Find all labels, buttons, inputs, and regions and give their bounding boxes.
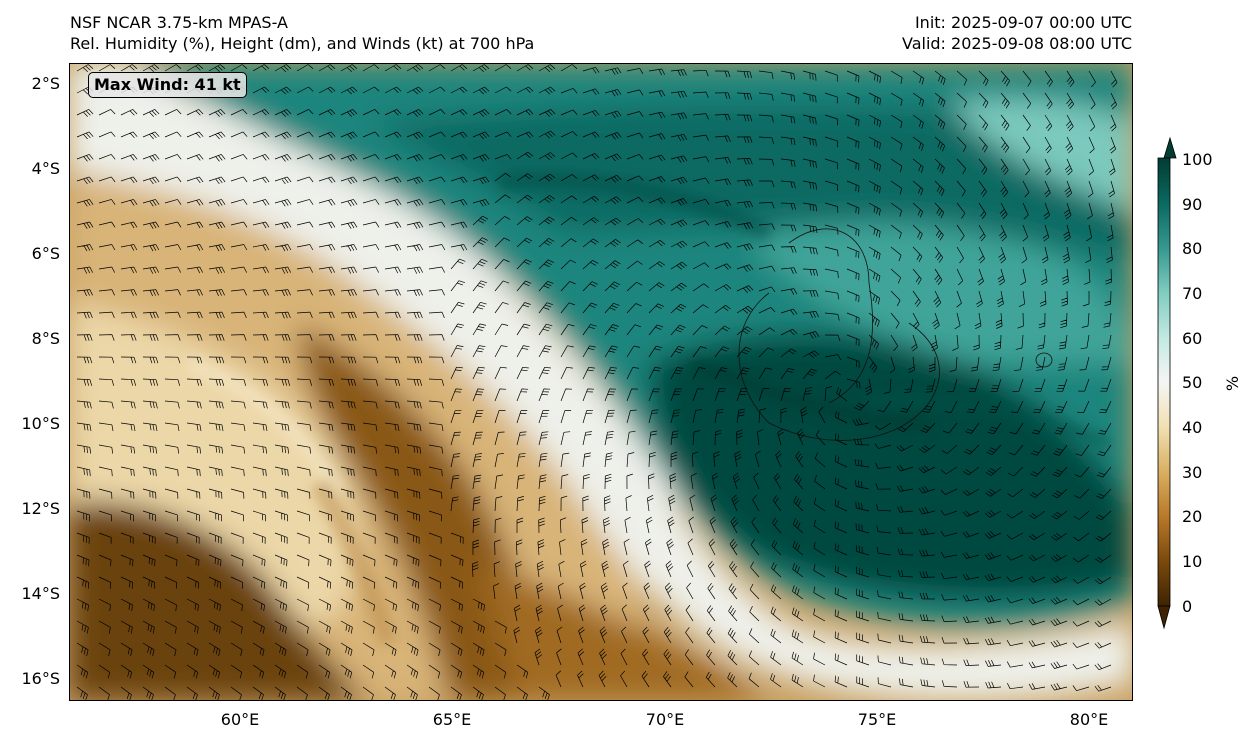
colorbar-tick: 70 bbox=[1182, 284, 1203, 303]
lat-tick: 16°S bbox=[21, 669, 60, 688]
lon-tick: 65°E bbox=[432, 710, 472, 729]
colorbar-tick: 90 bbox=[1182, 195, 1203, 214]
lon-tick: 80°E bbox=[1069, 710, 1109, 729]
colorbar-units: % bbox=[1223, 375, 1243, 392]
humidity-field bbox=[69, 63, 1133, 701]
lat-tick: 2°S bbox=[31, 74, 60, 93]
colorbar-tick: 30 bbox=[1182, 463, 1203, 482]
colorbar bbox=[1156, 136, 1246, 630]
colorbar-tick: 80 bbox=[1182, 239, 1203, 258]
lon-tick: 75°E bbox=[857, 710, 897, 729]
colorbar-tick: 40 bbox=[1182, 418, 1203, 437]
colorbar-tick: 10 bbox=[1182, 552, 1203, 571]
lat-tick: 6°S bbox=[31, 244, 60, 263]
colorbar-tick: 0 bbox=[1182, 597, 1193, 616]
title-block-right: Init: 2025-09-07 00:00 UTC Valid: 2025-0… bbox=[902, 12, 1132, 54]
height-contours bbox=[738, 228, 1053, 441]
colorbar-tick: 100 bbox=[1182, 150, 1213, 169]
field-title: Rel. Humidity (%), Height (dm), and Wind… bbox=[70, 34, 535, 53]
lat-tick: 14°S bbox=[21, 584, 60, 603]
humidity-map bbox=[69, 63, 1133, 701]
wind-barbs bbox=[76, 64, 1118, 701]
lat-tick: 10°S bbox=[21, 414, 60, 433]
colorbar-tick: 60 bbox=[1182, 329, 1203, 348]
lon-tick: 60°E bbox=[220, 710, 260, 729]
wind-barb-field bbox=[76, 64, 1118, 701]
valid-time: Valid: 2025-09-08 08:00 UTC bbox=[901, 34, 1132, 53]
map-panel bbox=[69, 63, 1133, 701]
map-border bbox=[69, 63, 1133, 701]
lon-tick: 70°E bbox=[645, 710, 685, 729]
lat-tick: 8°S bbox=[31, 329, 60, 348]
lat-tick: 4°S bbox=[31, 159, 60, 178]
lat-tick: 12°S bbox=[21, 499, 60, 518]
model-title: NSF NCAR 3.75-km MPAS-A bbox=[70, 13, 288, 32]
colorbar-tick: 20 bbox=[1182, 507, 1203, 526]
colorbar-tick: 50 bbox=[1182, 373, 1203, 392]
colorbar-graphic bbox=[1157, 136, 1177, 630]
init-time: Init: 2025-09-07 00:00 UTC bbox=[914, 13, 1132, 32]
max-wind-badge: Max Wind: 41 kt bbox=[88, 72, 247, 98]
title-block-left: NSF NCAR 3.75-km MPAS-A Rel. Humidity (%… bbox=[70, 12, 534, 54]
